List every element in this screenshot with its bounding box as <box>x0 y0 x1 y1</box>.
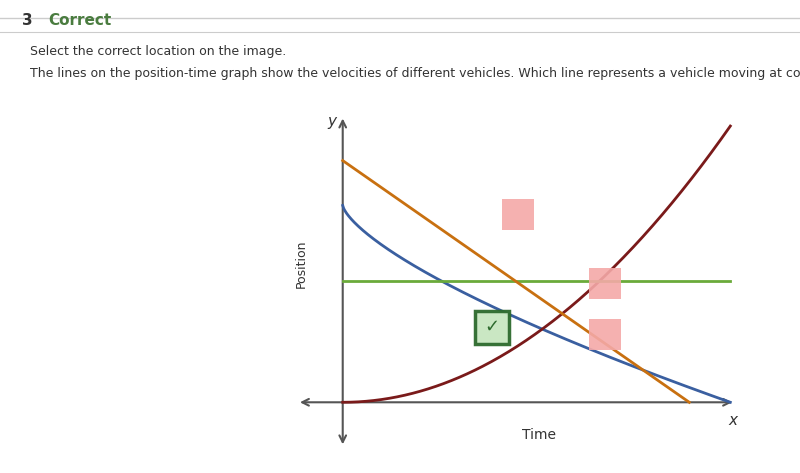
Text: Position: Position <box>295 240 308 289</box>
Text: Select the correct location on the image.: Select the correct location on the image… <box>30 45 286 58</box>
Bar <box>589 268 621 299</box>
Bar <box>475 311 509 343</box>
Text: 3: 3 <box>22 13 33 28</box>
Text: The lines on the position-time graph show the velocities of different vehicles. : The lines on the position-time graph sho… <box>30 67 800 80</box>
Text: Time: Time <box>522 428 556 442</box>
Bar <box>502 199 534 229</box>
Text: y: y <box>327 114 336 129</box>
Text: x: x <box>728 412 737 428</box>
Text: Correct: Correct <box>48 13 111 28</box>
Text: ✓: ✓ <box>484 318 499 336</box>
Bar <box>589 319 621 350</box>
